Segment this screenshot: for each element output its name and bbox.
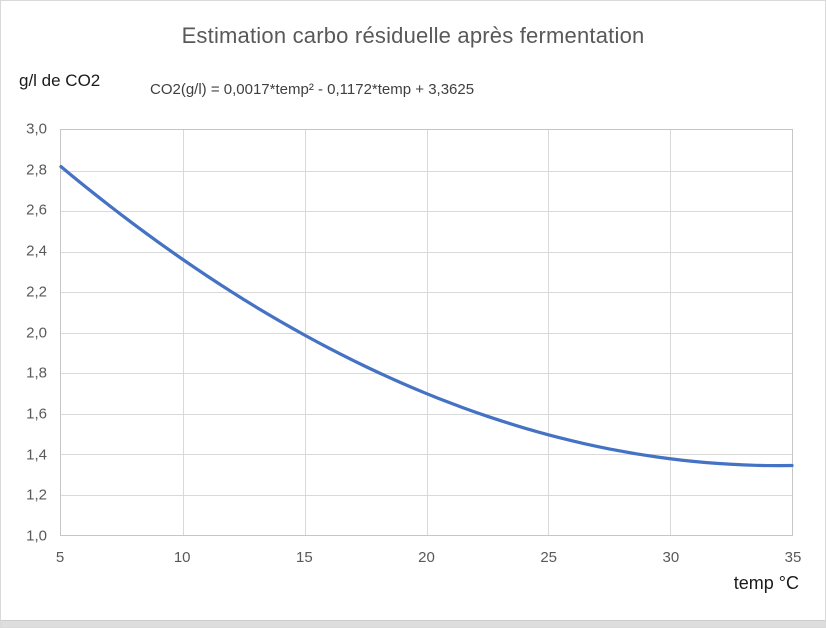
y-tick-label: 2,6: [26, 201, 47, 219]
x-axis-title: temp °C: [733, 573, 799, 593]
y-tick-label: 1,2: [26, 486, 47, 504]
y-tick-label: 2,0: [26, 324, 47, 341]
x-tick-label: 30: [662, 549, 680, 566]
x-tick-label: 35: [784, 549, 802, 566]
gridline-v: [548, 130, 550, 535]
gridline-v: [182, 130, 184, 535]
x-axis-ticks: 5 10 15 20 25 30 35: [56, 549, 802, 569]
x-tick-label: 25: [540, 549, 557, 566]
y-tick-label: 2,4: [26, 242, 47, 260]
plot-area: [59, 129, 794, 536]
x-tick-label: 5: [55, 549, 65, 566]
y-axis-title: g/l de CO2: [19, 71, 101, 90]
co2-curve: [59, 165, 794, 468]
x-tick-label: 15: [295, 549, 313, 566]
chart-title: Estimation carbo résiduelle après fermen…: [181, 23, 645, 48]
y-tick-label: 1,4: [26, 446, 47, 464]
formula-annotation: CO2(g/l) = 0,0017*temp² - 0,1172*temp + …: [150, 81, 475, 98]
y-axis-ticks: 3,0 2,8 2,6 2,4 2,2 2,0 1,8 1,6 1,4 1,2 …: [1, 121, 51, 545]
x-tick-label: 20: [418, 549, 435, 566]
bottom-edge-strip: [1, 620, 825, 627]
y-tick-label: 2,2: [26, 283, 47, 301]
gridline-v: [670, 130, 672, 535]
x-tick-label: 10: [173, 549, 191, 566]
y-tick-label: 3,0: [26, 120, 47, 138]
gridline-v: [426, 130, 428, 535]
gridline-v: [304, 130, 306, 535]
co2-curve-svg: [59, 165, 794, 468]
y-tick-label: 1,6: [26, 405, 47, 423]
y-tick-label: 2,8: [26, 161, 47, 179]
y-tick-label: 1,0: [26, 527, 47, 545]
y-tick-label: 1,8: [26, 364, 47, 382]
